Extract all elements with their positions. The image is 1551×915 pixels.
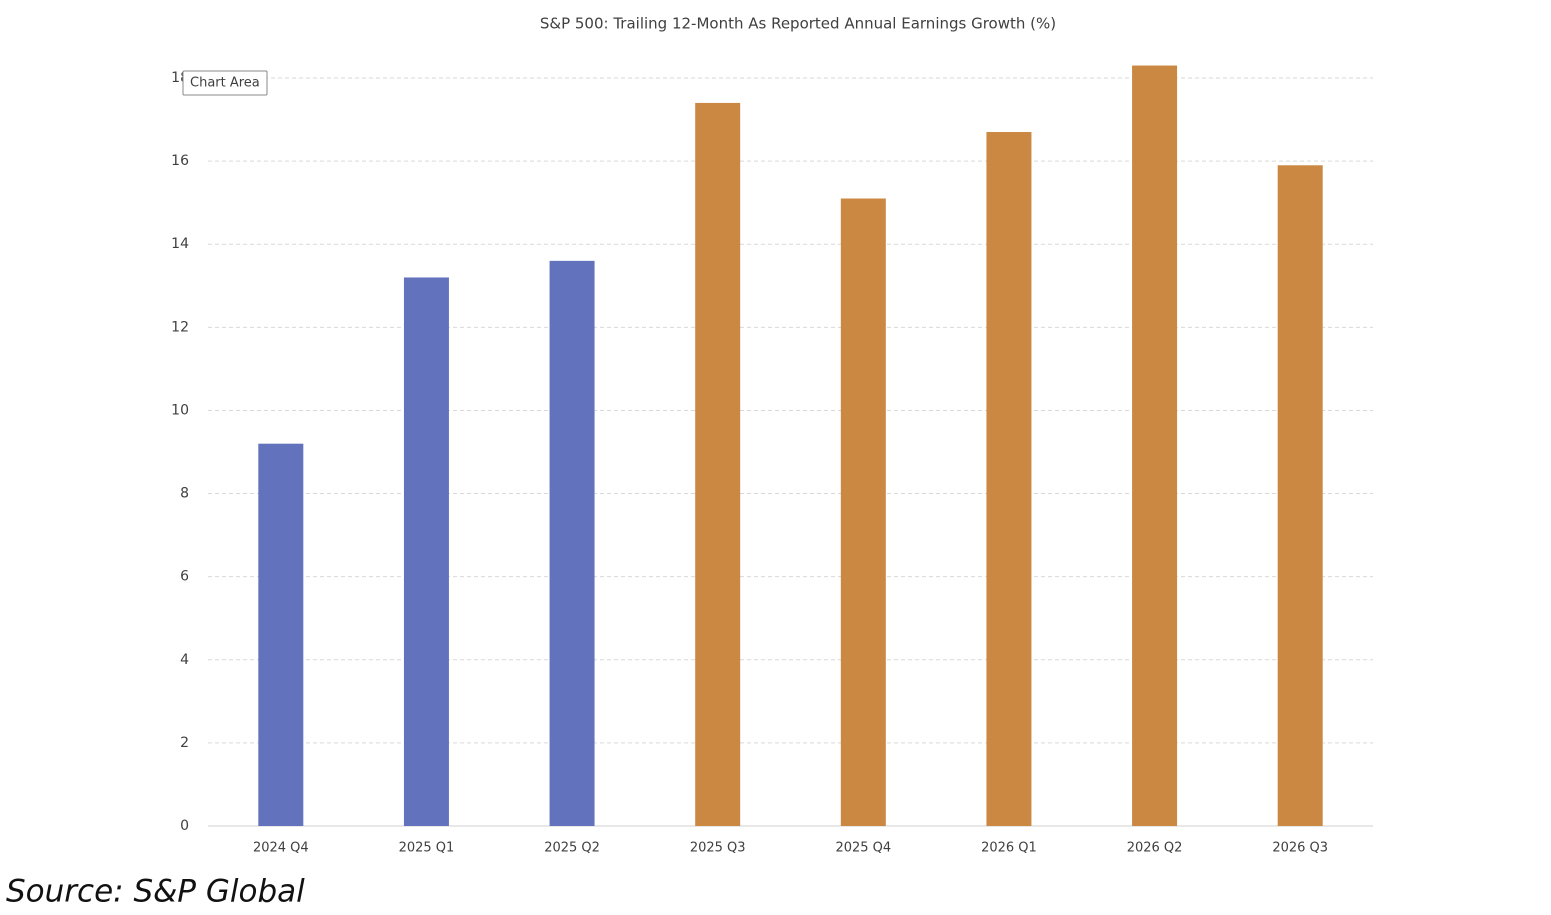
x-tick-label: 2025 Q4 xyxy=(835,841,891,856)
x-tick-label: 2026 Q2 xyxy=(1127,841,1183,856)
x-tick-label: 2026 Q3 xyxy=(1272,841,1328,856)
x-tick-label: 2025 Q3 xyxy=(690,841,746,856)
tooltip-text: Chart Area xyxy=(190,76,260,91)
bar xyxy=(403,277,449,826)
bar xyxy=(695,102,741,826)
y-tick-label: 14 xyxy=(171,236,189,252)
y-tick-label: 4 xyxy=(180,652,189,668)
y-tick-label: 10 xyxy=(171,402,189,418)
y-tick-label: 12 xyxy=(171,319,189,335)
bar xyxy=(1132,65,1178,827)
bar xyxy=(1277,165,1323,826)
tooltip-box xyxy=(182,70,268,96)
source-note: Source: S&P Global xyxy=(6,874,305,910)
y-tick-label: 0 xyxy=(180,818,189,834)
chart-title: S&P 500: Trailing 12-Month As Reported A… xyxy=(540,15,1056,33)
y-tick-label: 8 xyxy=(180,486,189,502)
y-tick-label: 2 xyxy=(180,735,189,751)
x-tick-label: 2026 Q1 xyxy=(981,841,1037,856)
bar xyxy=(549,260,595,826)
bar xyxy=(986,132,1032,826)
bar xyxy=(840,198,886,826)
x-tick-label: 2025 Q1 xyxy=(399,841,455,856)
y-tick-label: 6 xyxy=(180,569,189,585)
bar xyxy=(258,443,304,826)
y-tick-label: 16 xyxy=(171,153,189,169)
x-tick-label: 2025 Q2 xyxy=(544,841,600,856)
x-tick-label: 2024 Q4 xyxy=(253,841,309,856)
